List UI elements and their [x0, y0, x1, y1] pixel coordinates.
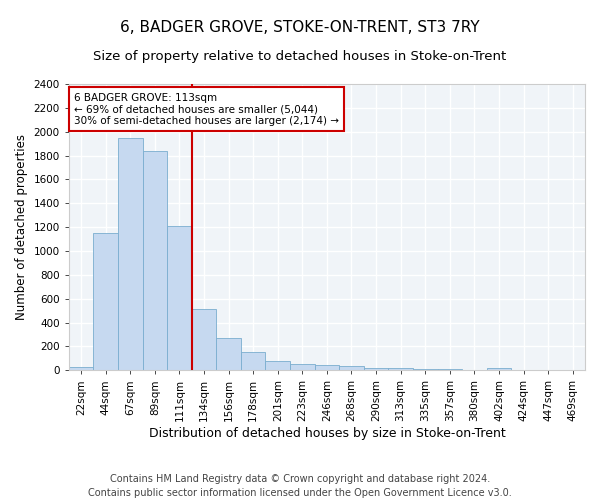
Bar [388, 368, 413, 370]
Y-axis label: Number of detached properties: Number of detached properties [15, 134, 28, 320]
Bar [118, 138, 143, 370]
X-axis label: Distribution of detached houses by size in Stoke-on-Trent: Distribution of detached houses by size … [149, 427, 505, 440]
Bar [364, 368, 388, 370]
Text: 6 BADGER GROVE: 113sqm
← 69% of detached houses are smaller (5,044)
30% of semi-: 6 BADGER GROVE: 113sqm ← 69% of detached… [74, 92, 339, 126]
Bar [265, 360, 290, 370]
Bar [487, 368, 511, 370]
Bar [94, 233, 118, 370]
Text: Contains HM Land Registry data © Crown copyright and database right 2024.
Contai: Contains HM Land Registry data © Crown c… [88, 474, 512, 498]
Bar [192, 310, 217, 370]
Bar [314, 365, 339, 370]
Bar [413, 369, 437, 370]
Text: 6, BADGER GROVE, STOKE-ON-TRENT, ST3 7RY: 6, BADGER GROVE, STOKE-ON-TRENT, ST3 7RY [120, 20, 480, 35]
Bar [241, 352, 265, 370]
Bar [339, 366, 364, 370]
Bar [69, 366, 94, 370]
Bar [290, 364, 314, 370]
Text: Size of property relative to detached houses in Stoke-on-Trent: Size of property relative to detached ho… [94, 50, 506, 63]
Bar [167, 226, 192, 370]
Bar [217, 338, 241, 370]
Bar [143, 151, 167, 370]
